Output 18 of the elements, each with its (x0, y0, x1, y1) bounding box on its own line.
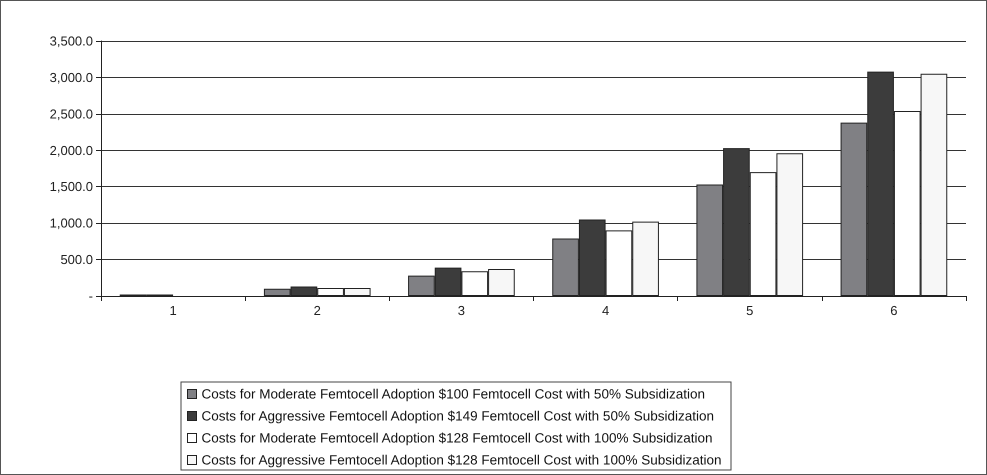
legend-label: Costs for Aggressive Femtocell Adoption $149 Femtocell Cost with 50% Subsidization (202, 408, 714, 424)
y-tick-label: 3,500.0 (50, 34, 93, 48)
x-tick-label: 5 (746, 303, 754, 318)
y-tick-label: 3,000.0 (50, 70, 93, 85)
x-tick-label: 3 (458, 303, 466, 318)
x-tick-label: 4 (602, 303, 610, 318)
x-tick-label: 6 (890, 303, 898, 318)
y-tick-label: 2,500.0 (50, 106, 93, 122)
y-tick-label: 500.0 (60, 252, 93, 268)
y-tick-label: 1,500.0 (50, 179, 93, 194)
y-tick-label: 1,000.0 (50, 216, 93, 231)
x-tick-label: 1 (169, 303, 177, 318)
y-tick-label: 2,000.0 (50, 142, 93, 158)
legend-label: Costs for Moderate Femtocell Adoption $100 Femtocell Cost with 50% Subsidization (202, 386, 706, 402)
y-tick-label: - (88, 288, 93, 304)
x-tick-label: 2 (314, 303, 321, 318)
legend-label: Costs for Aggressive Femtocell Adoption $128 Femtocell Cost with 100% Subsidization (202, 452, 722, 468)
legend-label: Costs for Moderate Femtocell Adoption $128 Femtocell Cost with 100% Subsidization (202, 430, 713, 446)
